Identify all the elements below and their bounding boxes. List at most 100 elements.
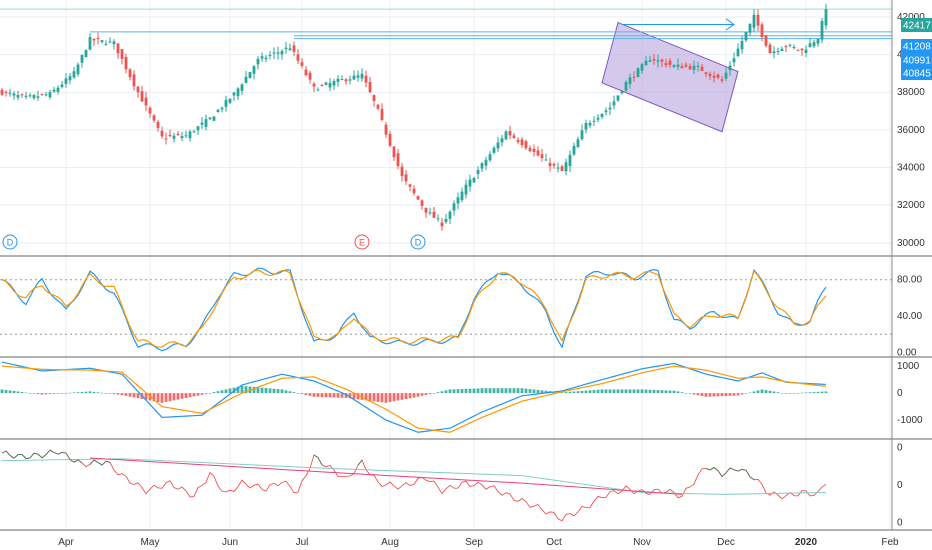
candle-body	[760, 24, 764, 37]
macd-histogram-bar	[668, 390, 672, 394]
candle-body	[312, 83, 316, 87]
candle-body	[152, 115, 156, 121]
candle-body	[600, 113, 604, 117]
macd-histogram-bar	[40, 393, 44, 395]
candle-body	[444, 218, 448, 222]
macd-histogram-bar	[696, 393, 700, 396]
candle-body	[544, 159, 548, 161]
candle-body	[708, 73, 712, 77]
macd-histogram-bar	[436, 392, 440, 394]
macd-histogram-bar	[612, 389, 616, 394]
event-marker[interactable]: E	[354, 234, 370, 250]
candle-body	[692, 65, 696, 70]
candle-body	[344, 79, 348, 82]
macd-histogram-bar	[648, 389, 652, 394]
macd-histogram-bar	[304, 393, 308, 395]
macd-histogram-bar	[408, 393, 412, 399]
macd-histogram-bar	[440, 391, 444, 394]
candle-body	[160, 130, 164, 137]
candle-body	[520, 139, 524, 146]
candle-body	[812, 42, 816, 47]
macd-histogram-bar	[188, 393, 192, 398]
macd-histogram-bar	[300, 393, 304, 395]
time-axis-label: Feb	[881, 537, 899, 548]
macd-histogram-bar	[416, 393, 420, 397]
candle-body	[156, 122, 160, 128]
candle-body	[576, 139, 580, 148]
candle-body	[496, 142, 500, 149]
candle-body	[480, 163, 484, 169]
event-marker[interactable]: D	[2, 234, 18, 250]
candle-body	[68, 76, 72, 81]
candle-body	[196, 126, 200, 131]
candle-body	[132, 74, 136, 87]
candle-body	[592, 120, 596, 122]
macd-histogram-bar	[144, 393, 148, 400]
candle-body	[96, 37, 100, 39]
candle-body	[320, 84, 324, 86]
candle-body	[272, 52, 276, 54]
candle-body	[624, 82, 628, 91]
candle-body	[808, 43, 812, 48]
macd-histogram-bar	[680, 392, 684, 394]
candle-body	[148, 107, 152, 114]
candle-body	[660, 59, 664, 62]
candle-body	[608, 107, 612, 110]
candle-body	[404, 174, 408, 182]
macd-histogram-bar	[568, 391, 572, 394]
candle-body	[348, 79, 352, 81]
candle-body	[144, 97, 148, 106]
macd-panel[interactable]	[0, 361, 828, 433]
candle-body	[396, 153, 400, 167]
channel-drawing	[601, 21, 739, 133]
candle-body	[764, 35, 768, 46]
price-badge-bg	[901, 39, 932, 53]
macd-histogram-bar	[460, 388, 464, 394]
macd-histogram-bar	[204, 393, 208, 394]
macd-histogram-bar	[108, 393, 112, 394]
time-axis[interactable]: Apr May Jun Jul Aug Sep Oct Nov Dec 2020 Feb	[58, 537, 899, 548]
stochastic-panel[interactable]	[0, 267, 892, 352]
candle-body	[676, 64, 680, 67]
indicator-tick-label: 0	[897, 480, 903, 491]
macd-histogram-bar	[220, 390, 224, 394]
macd-histogram-bar	[656, 390, 660, 394]
candle-body	[488, 154, 492, 161]
candle-body	[336, 78, 340, 82]
candle-body	[620, 91, 624, 94]
indicator-positive-segment	[357, 459, 363, 466]
candle-body	[628, 77, 632, 84]
macd-histogram-bar	[800, 392, 804, 394]
stoch-line-0	[1, 267, 827, 352]
macd-histogram-bar	[308, 393, 312, 396]
macd-histogram-bar	[588, 390, 592, 394]
candle-body	[380, 108, 384, 120]
price-badge-bg	[901, 66, 932, 80]
candle-body	[436, 218, 440, 220]
candle-body	[372, 95, 376, 102]
candle-body	[804, 49, 808, 54]
candle-body	[468, 179, 472, 187]
macd-histogram-bar	[260, 387, 264, 394]
macd-histogram-bar	[156, 393, 160, 403]
indicator-positive-segment	[89, 459, 111, 466]
indicator-panel[interactable]	[1, 449, 827, 522]
macd-tick-label: 0	[897, 388, 903, 399]
time-axis-label: Apr	[58, 537, 74, 548]
macd-histogram-bar	[76, 392, 80, 394]
macd-histogram-bar	[524, 388, 528, 394]
candle-body	[76, 64, 80, 75]
candle-body	[180, 136, 184, 139]
event-marker-circle	[410, 234, 426, 250]
macd-histogram-bar	[796, 392, 800, 394]
macd-histogram-bar	[356, 393, 360, 400]
price-badge-bg	[901, 18, 932, 32]
macd-histogram-bar	[576, 391, 580, 394]
event-marker[interactable]: D	[410, 234, 426, 250]
candle-body	[184, 135, 188, 137]
macd-histogram-bar	[676, 391, 680, 394]
price-tick-label: 42000	[897, 12, 925, 23]
candle-body	[824, 9, 828, 26]
